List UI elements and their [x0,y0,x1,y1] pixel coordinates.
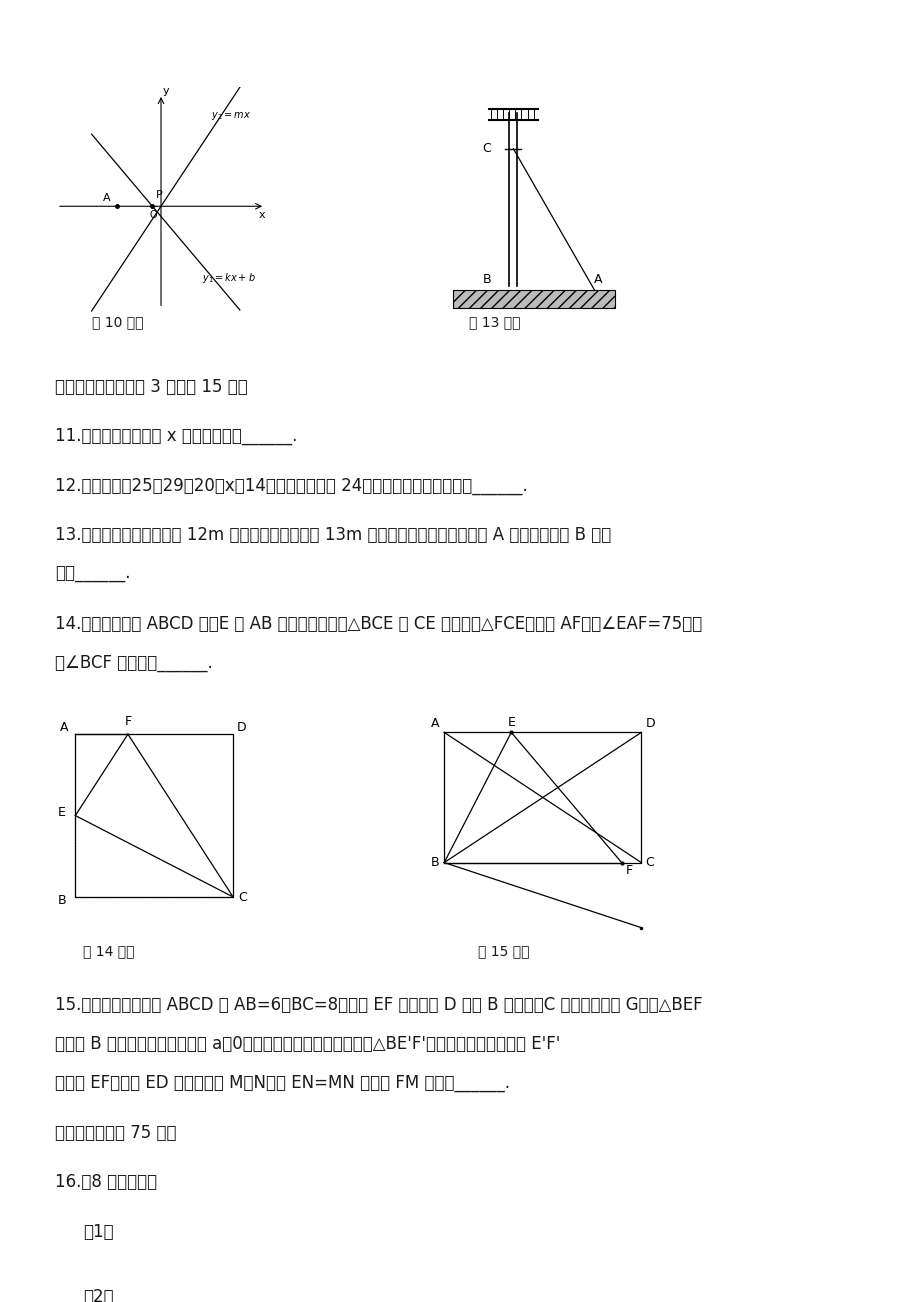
Text: 三、解答题（共 75 分）: 三、解答题（共 75 分） [55,1124,176,1142]
Text: D: D [236,720,246,733]
Text: C: C [644,855,653,868]
Text: B: B [482,272,491,285]
Text: C: C [238,891,247,904]
Text: E: E [58,806,65,819]
Text: 第 13 题图: 第 13 题图 [469,315,520,329]
Text: A: A [60,720,68,733]
Text: A: A [430,717,438,730]
Text: E: E [506,716,515,729]
Text: 绕着点 B 顺时针旋转，旋转角为 a（0），记旋转过程中的三角形为△BE'F'，在旋转过程中设直线 E'F': 绕着点 B 顺时针旋转，旋转角为 a（0），记旋转过程中的三角形为△BE'F'，… [55,1035,560,1053]
Text: x: x [258,210,265,220]
Text: C: C [482,142,491,155]
Text: 14.如图，在矩形 ABCD 中，E 是 AB 边上的中点，将△BCE 沿 CE 翻折得到△FCE，连接 AF，若∠EAF=75，那: 14.如图，在矩形 ABCD 中，E 是 AB 边上的中点，将△BCE 沿 CE… [55,615,702,633]
Text: B: B [58,894,66,907]
Text: y: y [163,86,169,96]
Text: 离为______.: 离为______. [55,565,130,583]
Text: B: B [430,855,438,868]
Text: A: A [103,193,110,203]
Text: $y_1=kx+b$: $y_1=kx+b$ [202,271,255,285]
Text: A: A [594,272,602,285]
Text: $y_2=mx$: $y_2=mx$ [211,109,251,122]
Text: 与射线 EF、射线 ED 分别交于点 M、N，当 EN=MN 时，则 FM 的长为______.: 与射线 EF、射线 ED 分别交于点 M、N，当 EN=MN 时，则 FM 的长… [55,1074,510,1092]
Text: 16.（8 分）计算：: 16.（8 分）计算： [55,1173,157,1191]
Text: D: D [644,717,654,730]
Text: P: P [156,190,163,199]
Text: 11.若式子有意义，则 x 的取值范围是______.: 11.若式子有意义，则 x 的取值范围是______. [55,427,297,445]
Text: 第 10 题图: 第 10 题图 [92,315,143,329]
Text: 12.一组数据：25、29、20、x、14，它的中位数是 24，则这组数据的平均数为______.: 12.一组数据：25、29、20、x、14，它的中位数是 24，则这组数据的平均… [55,477,528,495]
Text: 第 14 题图: 第 14 题图 [83,944,134,958]
Text: （1）: （1） [83,1223,113,1241]
Text: 么∠BCF 的度数为______.: 么∠BCF 的度数为______. [55,654,212,672]
Text: （2）: （2） [83,1288,113,1302]
Text: F: F [625,865,632,878]
Text: 第 15 题图: 第 15 题图 [478,944,529,958]
Text: 15.已知，如图，矩形 ABCD 边 AB=6，BC=8，再沿 EF 折叠，使 D 点与 B 点重合，C 点的对应点为 G，将△BEF: 15.已知，如图，矩形 ABCD 边 AB=6，BC=8，再沿 EF 折叠，使 … [55,996,702,1014]
Text: O: O [149,210,157,220]
Bar [452,290,614,307]
Text: 二、填空题（每小题 3 分，共 15 分）: 二、填空题（每小题 3 分，共 15 分） [55,378,248,396]
Text: F: F [124,715,131,728]
Text: 13.如图，从电线杆离地面 12m 处向地面拉一条长为 13m 的钢缆，则地面钢缆固定点 A 到电线杆底部 B 的距: 13.如图，从电线杆离地面 12m 处向地面拉一条长为 13m 的钢缆，则地面钢… [55,526,611,544]
